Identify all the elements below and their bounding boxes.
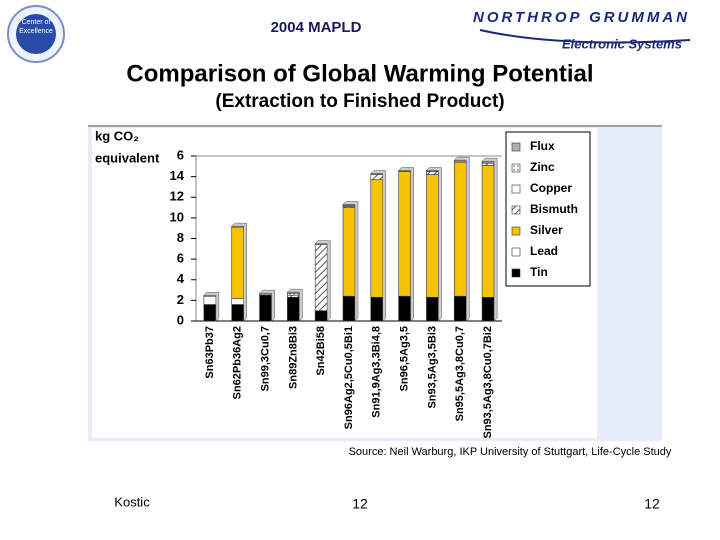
bar-segment	[342, 295, 356, 322]
bar-segment	[398, 295, 411, 322]
legend-swatch	[511, 226, 521, 236]
y-tick-label: 0	[177, 312, 184, 327]
bar-segment	[231, 298, 245, 305]
y-tick-label: 14	[170, 168, 185, 183]
logo-right-sub: Electronic Systems	[562, 36, 682, 51]
y-tick-label: 6	[177, 251, 184, 266]
bar-depth	[425, 167, 442, 322]
slide-subtitle: (Extraction to Finished Product)	[215, 91, 504, 112]
bar-segment	[203, 295, 217, 305]
x-tick-label: Sn99,3Cu0,7	[259, 326, 271, 391]
y-axis-label: equivalent	[95, 150, 160, 165]
x-tick-label: Sn96,5Ag3,5	[399, 326, 411, 391]
x-tick-label: Sn93,5Ag3,5Bi3	[426, 326, 438, 409]
bar-depth	[481, 157, 498, 322]
logo-swoosh	[479, 29, 691, 44]
x-tick-label: Sn96Ag2,5Cu0,5Bi1	[343, 326, 355, 429]
logo-left: Center of Excellence	[7, 5, 65, 63]
legend-swatch	[511, 142, 521, 152]
legend-label: Silver	[530, 223, 563, 237]
x-tick-label: Sn62Pb36Ag2	[232, 326, 244, 399]
bar-segment	[453, 161, 467, 297]
bar-segment	[426, 171, 439, 175]
y-tick-label: 10	[170, 209, 184, 224]
logo-right: NORTHROP GRUMMAN	[473, 9, 688, 26]
y-axis-label: kg CO₂	[95, 128, 139, 143]
bar-segment	[370, 179, 384, 298]
slide-title: Comparison of Global Warming Potential	[126, 60, 593, 87]
bar-segment	[287, 296, 300, 322]
bar-segment	[453, 295, 467, 322]
legend-swatch	[511, 205, 521, 215]
bar-segment	[398, 171, 411, 297]
legend-label: Zinc	[530, 160, 555, 174]
footer-author: Kostic	[114, 494, 150, 509]
legend-label: Lead	[530, 244, 558, 258]
bar-segment	[370, 296, 384, 322]
x-tick-label: Sn93,5Ag3,8Cu0,7Bi2	[482, 326, 494, 439]
footer-page: 12	[352, 496, 368, 512]
bar-depth	[453, 156, 470, 322]
x-tick-label: Sn42Bi58	[315, 326, 327, 376]
bar-segment	[481, 164, 495, 298]
y-tick-label: 8	[177, 230, 184, 245]
bar-depth	[342, 201, 359, 322]
y-tick-label: 2	[177, 292, 184, 307]
bar-depth	[203, 291, 220, 322]
bar-depth	[370, 170, 387, 322]
legend-swatch	[511, 247, 521, 257]
event-title: 2004 MAPLD	[271, 19, 362, 36]
legend-swatch	[511, 163, 521, 173]
bar-segment	[481, 162, 495, 166]
bar-segment	[314, 310, 328, 322]
source-note: Source: Neil Warburg, IKP University of …	[349, 446, 672, 458]
bar-segment	[231, 304, 245, 322]
bar-segment	[426, 174, 439, 298]
bar-depth	[314, 240, 331, 322]
bar-segment	[370, 174, 384, 181]
y-tick-label: 12	[170, 189, 184, 204]
x-tick-label: Sn63Pb37	[204, 326, 216, 379]
bar-segment	[259, 294, 272, 322]
legend-swatch	[511, 184, 521, 194]
bar-segment	[342, 207, 356, 297]
legend-label: Bismuth	[530, 202, 578, 216]
bar-depth	[398, 167, 414, 322]
bar-segment	[203, 304, 217, 322]
bar-segment	[314, 244, 328, 311]
legend-label: Flux	[530, 139, 555, 153]
x-tick-label: Sn91,9Ag3,3Bi4,8	[371, 326, 383, 418]
bar-segment	[426, 296, 439, 322]
footer-page-number: 12	[644, 496, 660, 512]
legend-label: Copper	[530, 181, 572, 195]
bar-segment	[481, 296, 495, 322]
bar-segment	[231, 226, 245, 299]
legend-label: Tin	[530, 265, 548, 279]
x-tick-label: Sn95,5Ag3,8Cu0,7	[454, 326, 466, 421]
bar-segment	[287, 292, 300, 296]
x-tick-label: Sn89Zn8Bi3	[287, 326, 299, 389]
bar-segment	[287, 294, 300, 298]
bar-depth	[231, 222, 247, 322]
y-tick-label: 6	[177, 147, 184, 162]
legend-swatch	[511, 268, 521, 278]
bar-depth	[286, 288, 303, 322]
bar-depth	[258, 289, 275, 322]
logo-left-text: Center of Excellence	[19, 19, 53, 35]
y-tick-label: 4	[177, 271, 185, 286]
